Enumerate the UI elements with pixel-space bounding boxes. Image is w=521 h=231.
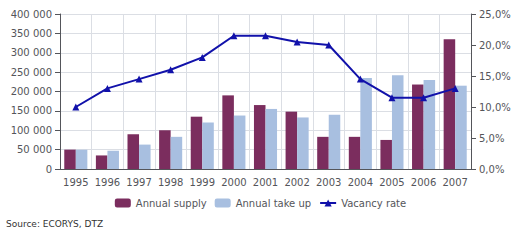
svg-text:1996: 1996 bbox=[95, 177, 120, 188]
svg-text:350 000: 350 000 bbox=[11, 28, 52, 39]
svg-text:0: 0 bbox=[46, 164, 52, 175]
svg-text:1998: 1998 bbox=[158, 177, 183, 188]
svg-text:2005: 2005 bbox=[379, 177, 404, 188]
svg-text:250 000: 250 000 bbox=[11, 67, 52, 78]
svg-text:Annual supply: Annual supply bbox=[136, 198, 207, 209]
svg-text:20,0%: 20,0% bbox=[479, 40, 511, 51]
svg-text:2006: 2006 bbox=[411, 177, 436, 188]
svg-text:2003: 2003 bbox=[316, 177, 341, 188]
svg-text:2002: 2002 bbox=[284, 177, 309, 188]
svg-text:2007: 2007 bbox=[442, 177, 467, 188]
svg-text:10,0%: 10,0% bbox=[479, 102, 511, 113]
svg-text:150 000: 150 000 bbox=[11, 105, 52, 116]
svg-text:Annual take up: Annual take up bbox=[236, 198, 311, 209]
svg-text:1999: 1999 bbox=[190, 177, 215, 188]
svg-text:15,0%: 15,0% bbox=[479, 71, 511, 82]
svg-text:1995: 1995 bbox=[63, 177, 88, 188]
svg-text:Vacancy rate: Vacancy rate bbox=[341, 198, 406, 209]
svg-text:100 000: 100 000 bbox=[11, 125, 52, 136]
svg-text:2004: 2004 bbox=[348, 177, 373, 188]
svg-text:50 000: 50 000 bbox=[17, 144, 52, 155]
svg-text:400 000: 400 000 bbox=[11, 9, 52, 20]
svg-text:Source: ECORYS, DTZ: Source: ECORYS, DTZ bbox=[6, 219, 103, 229]
svg-text:25,0%: 25,0% bbox=[479, 9, 511, 20]
svg-text:2000: 2000 bbox=[221, 177, 246, 188]
svg-text:5,0%: 5,0% bbox=[479, 133, 504, 144]
svg-text:1997: 1997 bbox=[126, 177, 151, 188]
svg-text:300 000: 300 000 bbox=[11, 47, 52, 58]
svg-text:200 000: 200 000 bbox=[11, 86, 52, 97]
svg-text:2001: 2001 bbox=[253, 177, 278, 188]
svg-text:0,0%: 0,0% bbox=[479, 164, 504, 175]
